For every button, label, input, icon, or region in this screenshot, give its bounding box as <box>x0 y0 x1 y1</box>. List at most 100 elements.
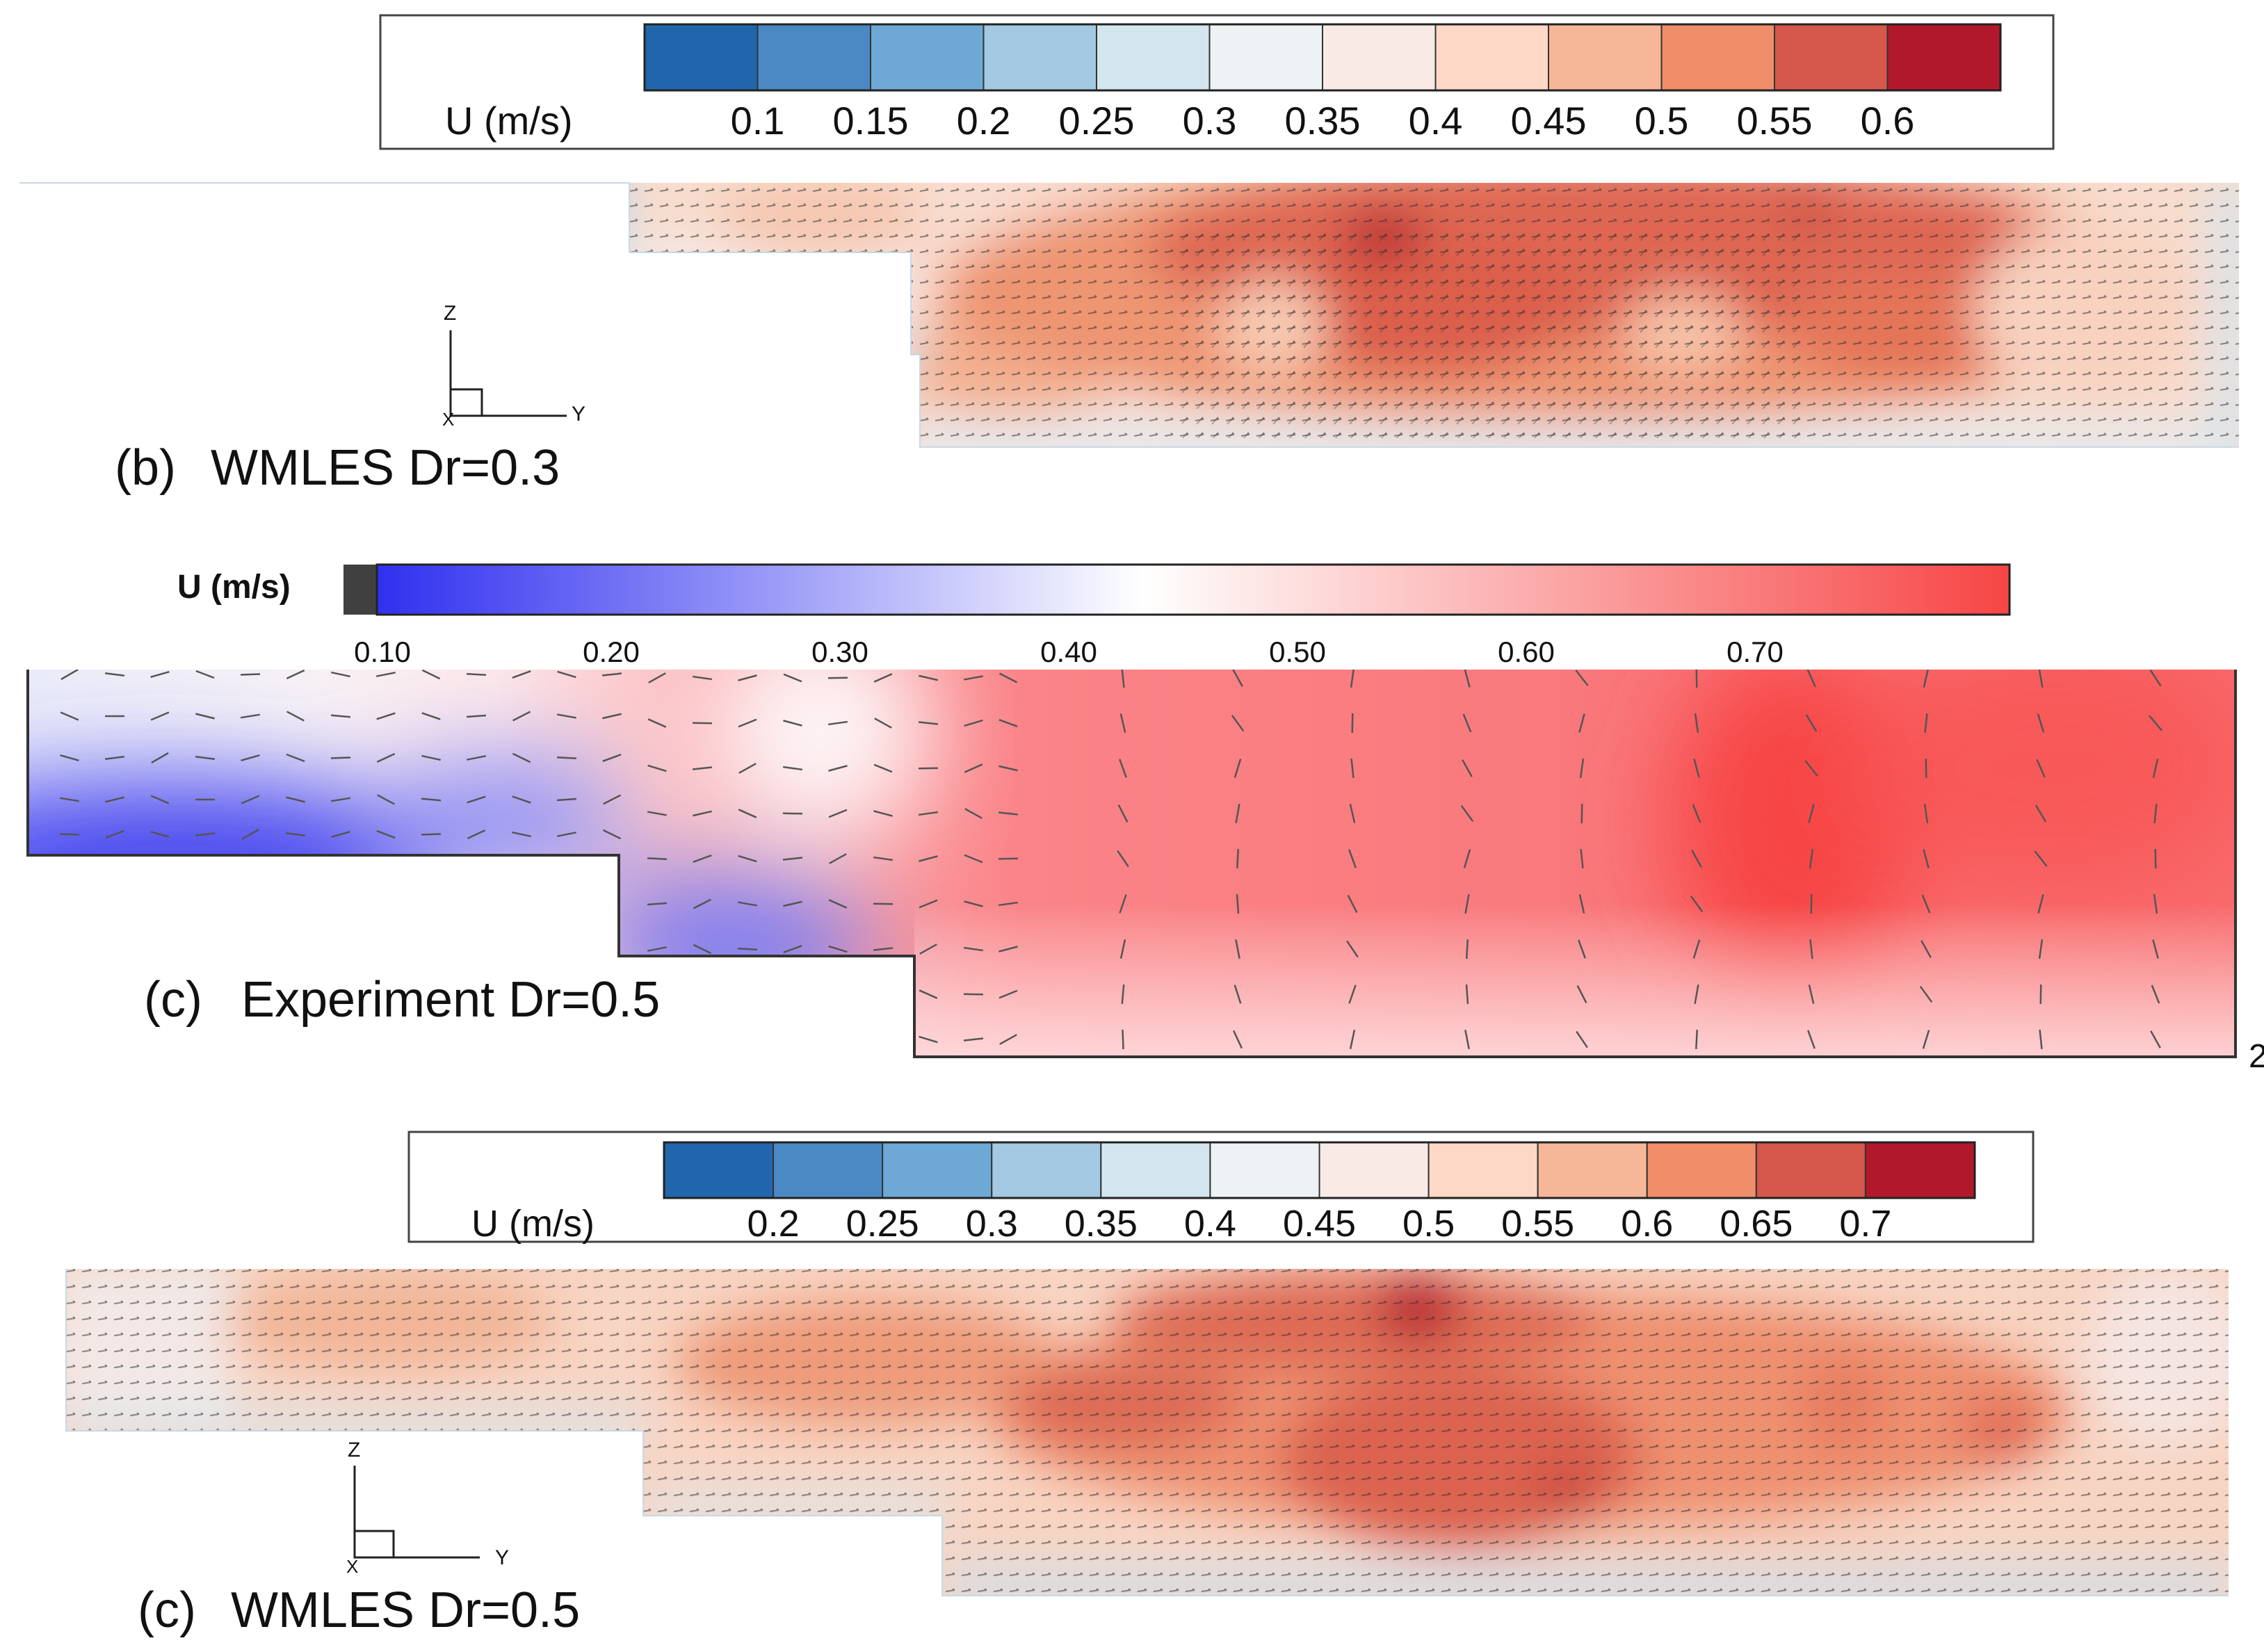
vector-arrow <box>873 947 894 951</box>
colorbar-tick-c: 0.4 <box>1184 1203 1236 1245</box>
colorbar-tick-exp: 0.70 <box>1727 635 1784 668</box>
colorbar-cell-b <box>1434 24 1549 91</box>
vector-arrow <box>964 808 983 819</box>
vector-arrow <box>104 756 125 760</box>
axis-z-c: Z <box>348 1439 360 1461</box>
vector-arrow <box>421 797 442 802</box>
vector-arrow <box>829 853 847 864</box>
colorbar-cell-c <box>1428 1142 1539 1199</box>
vector-arrow <box>919 899 938 909</box>
vector-arrow <box>1809 848 1814 869</box>
vector-arrow <box>1236 893 1240 914</box>
vector-arrow <box>557 832 576 837</box>
vector-arrow <box>1349 804 1356 823</box>
vector-arrow <box>105 829 124 839</box>
colorbar-cell-b <box>983 24 1097 91</box>
colorbar-tick-b: 0.5 <box>1635 99 1689 143</box>
vector-arrow <box>693 944 712 955</box>
colorbar-tick-b: 0.45 <box>1511 99 1587 143</box>
vector-arrow <box>964 763 983 773</box>
axis-y-c: Y <box>495 1546 509 1569</box>
vector-arrow <box>783 1034 802 1045</box>
vector-arrow <box>331 671 350 678</box>
vector-arrow <box>692 766 713 770</box>
vector-arrow <box>1121 984 1125 1005</box>
axis-y-b: Y <box>572 403 585 426</box>
vector-arrow <box>2039 1029 2043 1050</box>
colorbar-tick-c: 0.6 <box>1621 1203 1673 1245</box>
colorbar-tick-c: 0.7 <box>1839 1203 1891 1245</box>
caption-letter-b: (b) <box>115 440 176 496</box>
vector-arrow <box>376 752 396 763</box>
colorbar-cell-c <box>991 1142 1102 1199</box>
domain-outline-b <box>19 182 2239 448</box>
contour-field-b <box>19 183 2239 447</box>
vector-arrow <box>105 796 124 803</box>
axis-x-c: X <box>346 1556 358 1577</box>
vector-arrow <box>874 718 892 729</box>
vector-arrow <box>1117 804 1129 823</box>
vector-arrow <box>195 713 215 720</box>
colorbar-tick-exp: 0.50 <box>1269 635 1326 668</box>
colorbar-tick-c: 0.55 <box>1501 1203 1574 1245</box>
vector-arrow <box>1919 985 1933 1003</box>
vector-arrow <box>2037 713 2045 733</box>
vector-arrow <box>1693 759 1700 778</box>
vector-arrow <box>1804 760 1818 777</box>
vector-arrow <box>647 718 667 728</box>
vector-arrow <box>964 900 983 907</box>
vector-arrow <box>2152 759 2159 778</box>
colorbar-tick-b: 0.2 <box>957 99 1011 143</box>
vector-arrow <box>602 829 622 840</box>
domain-outline-c <box>65 1269 2229 1596</box>
vector-arrow <box>1235 939 1240 959</box>
vector-arrow <box>60 754 79 762</box>
legend-title-exp: U (m/s) <box>177 569 291 606</box>
colorbar-frame-c <box>663 1141 1976 1199</box>
vector-arrow <box>692 675 713 681</box>
caption-c: (c) WMLES Dr=0.5 <box>138 1582 580 1638</box>
vector-arrow <box>998 901 1019 907</box>
vector-arrow <box>1578 713 1585 733</box>
vector-arrow <box>827 720 848 726</box>
colorbar-tick-b: 0.6 <box>1861 99 1915 143</box>
vector-arrow <box>330 797 351 802</box>
vector-arrow <box>873 1035 893 1044</box>
colorbar-tick-exp: 0.20 <box>583 635 640 668</box>
colorbar-cell-c <box>1864 1142 1976 1199</box>
colorbar-tick-b: 0.3 <box>1183 99 1237 143</box>
vector-arrow <box>421 712 441 720</box>
vector-arrow <box>873 991 893 998</box>
vector-arrow <box>1578 939 1586 959</box>
vector-arrow <box>737 948 758 950</box>
vector-arrow <box>738 855 757 863</box>
vector-arrow <box>2151 985 2160 1004</box>
vector-arrow <box>1462 713 1472 733</box>
vector-arrow <box>151 752 169 764</box>
panel-b: U (m/s) 0.1 0.15 0.2 0.25 0.3 0.35 0.4 0.45 0.5 0… <box>19 14 2239 496</box>
vector-arrow <box>827 991 848 997</box>
vector-arrow <box>998 765 1018 772</box>
vector-arrow <box>783 989 802 1000</box>
vector-arrow <box>1692 804 1701 823</box>
vector-arrow <box>2036 759 2046 778</box>
vector-arrow <box>1923 803 1929 824</box>
vector-arrow <box>1236 848 1239 869</box>
colorbar-tick-exp: 0.10 <box>354 635 411 668</box>
vector-arrow <box>737 992 758 996</box>
vector-arrow <box>1576 1030 1588 1048</box>
colorbar-tick-b: 0.25 <box>1059 99 1135 143</box>
colorbar-ticks-b: 0.1 0.15 0.2 0.25 0.3 0.35 0.4 0.45 0.5 0.55 0.6 <box>731 99 1915 143</box>
vector-arrow <box>421 670 441 680</box>
vector-arrow <box>783 720 802 727</box>
colorbar-cell-b <box>1548 24 1663 91</box>
vector-arrow <box>376 829 396 839</box>
colorbar-frame-b <box>643 23 2002 92</box>
colorbar-cell-b <box>870 24 985 91</box>
colorbar-cell-b <box>1208 24 1323 91</box>
colorbar-tick-exp: 0.30 <box>811 635 868 668</box>
vector-arrow <box>693 855 712 863</box>
vector-arrow <box>1117 850 1129 868</box>
vector-arrow <box>377 794 395 805</box>
vector-arrow <box>2153 893 2158 914</box>
